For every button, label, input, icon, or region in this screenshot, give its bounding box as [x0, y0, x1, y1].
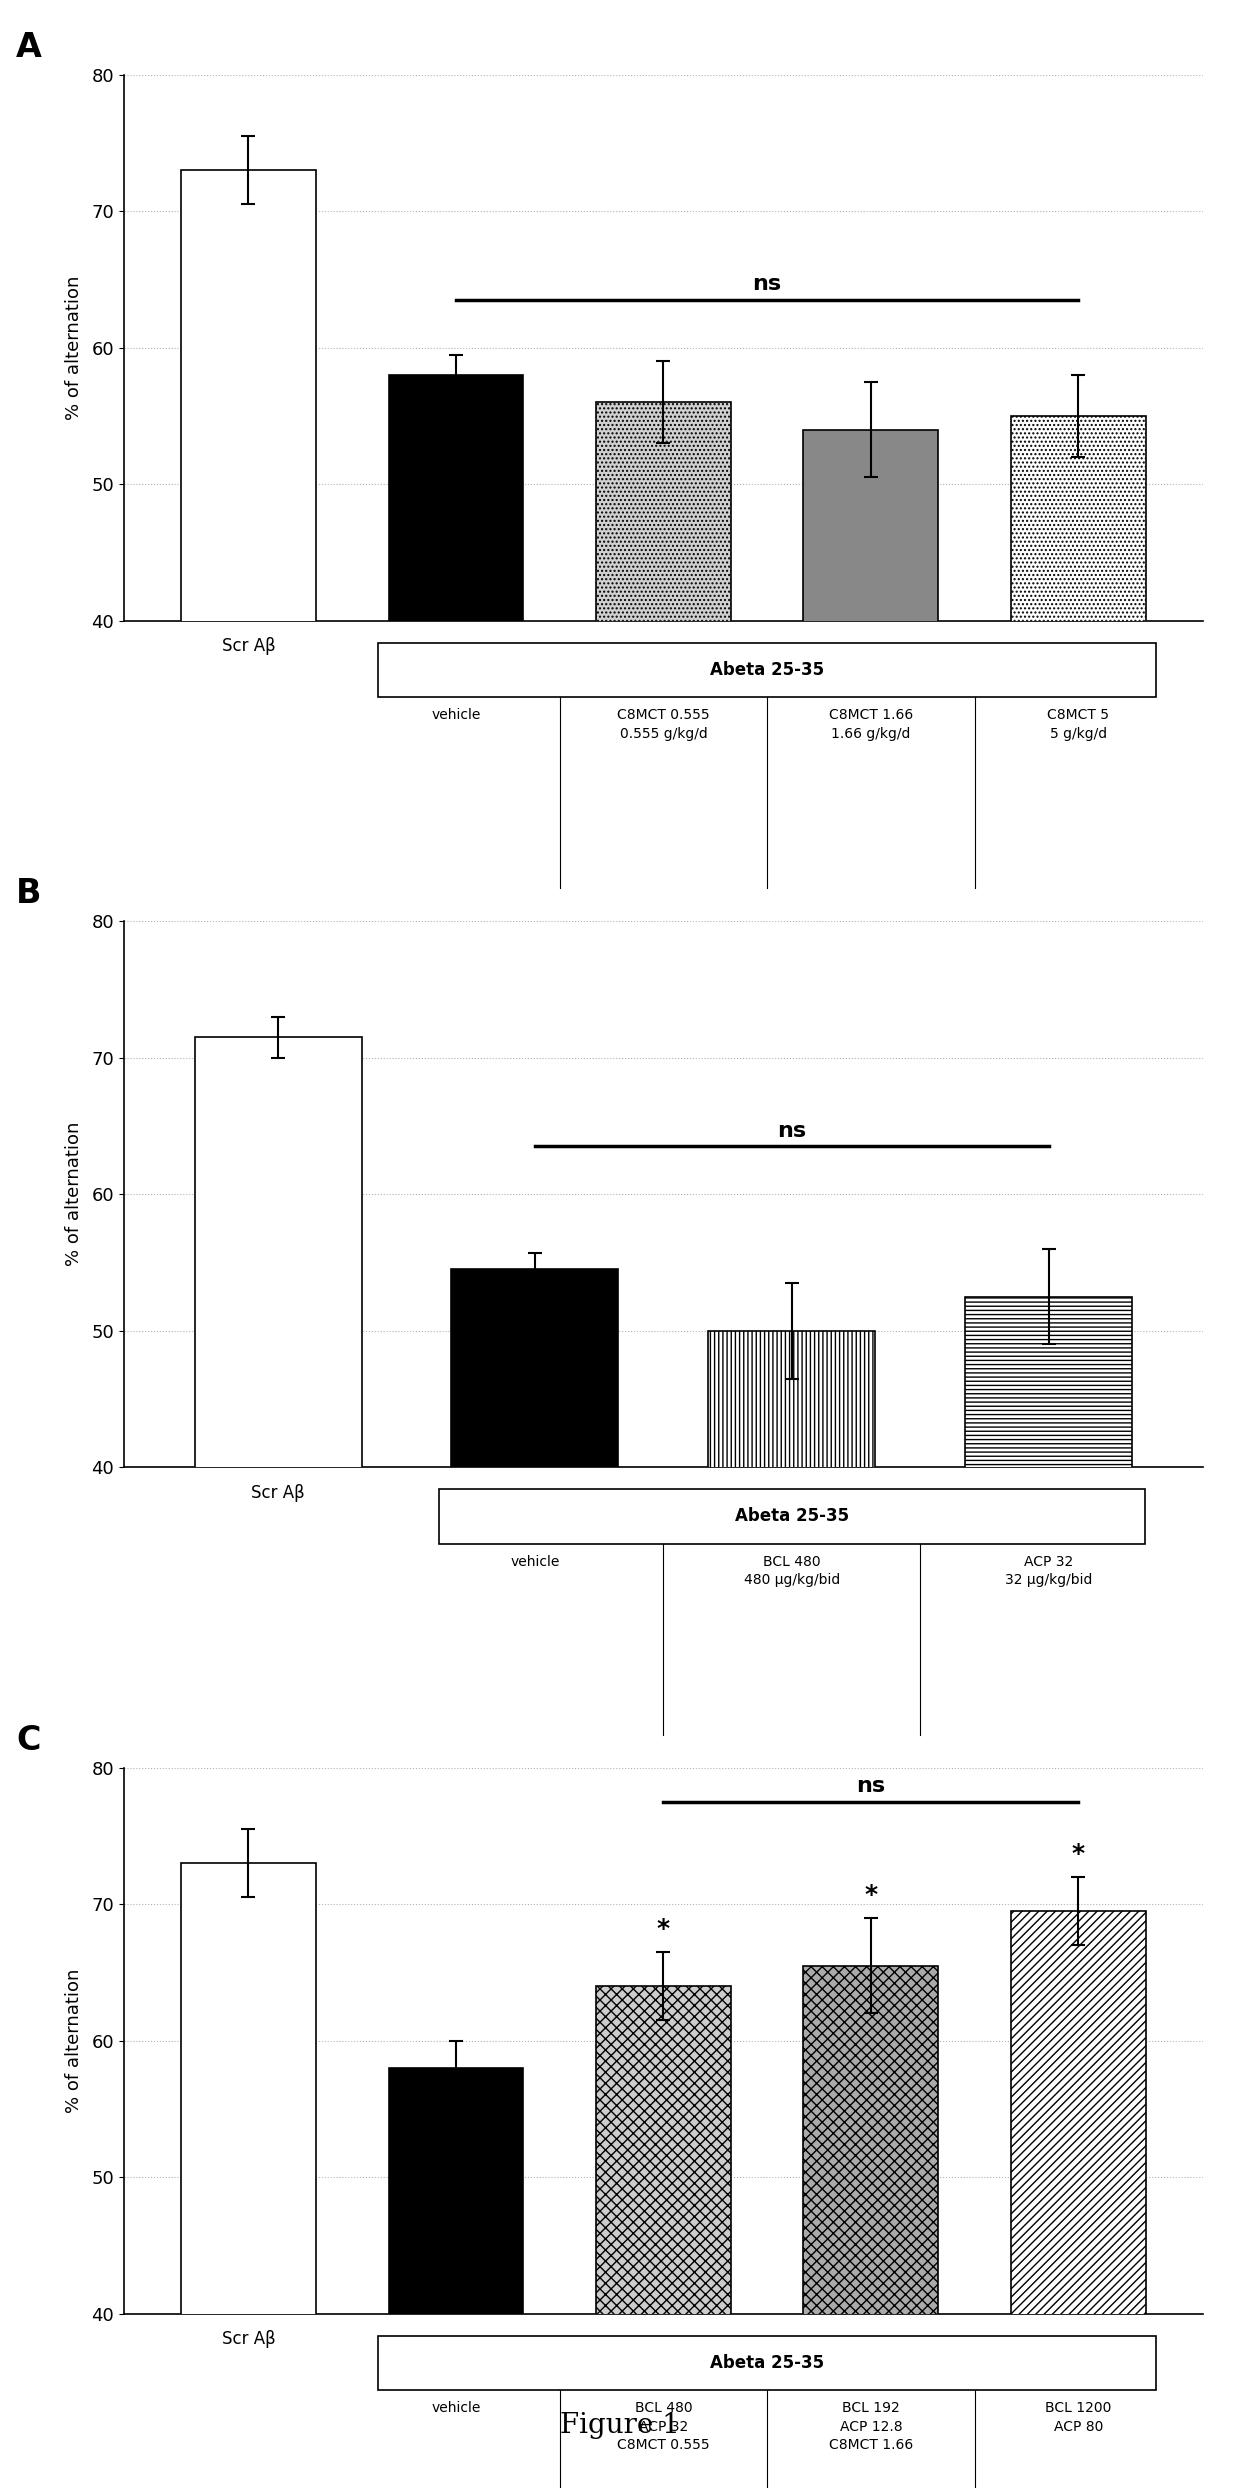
- Bar: [1011, 1911, 1146, 2488]
- Text: C8MCT 0.555
0.555 g/kg/d: C8MCT 0.555 0.555 g/kg/d: [618, 709, 709, 741]
- Bar: [596, 403, 730, 1167]
- Text: C8MCT 5
5 g/kg/d: C8MCT 5 5 g/kg/d: [1048, 709, 1110, 741]
- Y-axis label: % of alternation: % of alternation: [66, 276, 83, 420]
- Text: BCL 480
ACP 32
C8MCT 0.555: BCL 480 ACP 32 C8MCT 0.555: [618, 2401, 709, 2453]
- Bar: [439, 1490, 1145, 1543]
- Bar: [451, 1269, 619, 2013]
- Bar: [388, 2068, 523, 2488]
- Text: C: C: [16, 1724, 41, 1757]
- Text: A: A: [16, 30, 42, 65]
- Text: Abeta 25-35: Abeta 25-35: [711, 662, 825, 679]
- Bar: [1011, 415, 1146, 1167]
- Bar: [378, 2336, 1156, 2391]
- Text: ACP 32
32 μg/kg/bid: ACP 32 32 μg/kg/bid: [1004, 1555, 1092, 1587]
- Text: *: *: [1071, 1841, 1085, 1866]
- Text: Abeta 25-35: Abeta 25-35: [711, 2354, 825, 2371]
- Bar: [181, 169, 316, 1167]
- Text: BCL 192
ACP 12.8
C8MCT 1.66: BCL 192 ACP 12.8 C8MCT 1.66: [828, 2401, 913, 2453]
- Text: *: *: [657, 1918, 670, 1941]
- Y-axis label: % of alternation: % of alternation: [66, 1968, 83, 2112]
- Bar: [195, 1037, 362, 2013]
- Bar: [378, 642, 1156, 697]
- Text: BCL 1200
ACP 80: BCL 1200 ACP 80: [1045, 2401, 1111, 2433]
- Bar: [596, 1985, 730, 2488]
- Bar: [804, 430, 939, 1167]
- Text: Figure 1: Figure 1: [560, 2413, 680, 2438]
- Text: vehicle: vehicle: [432, 709, 481, 722]
- Text: BCL 480
480 μg/kg/bid: BCL 480 480 μg/kg/bid: [744, 1555, 839, 1587]
- Text: C8MCT 1.66
1.66 g/kg/d: C8MCT 1.66 1.66 g/kg/d: [828, 709, 913, 741]
- Bar: [181, 1864, 316, 2488]
- Bar: [388, 376, 523, 1167]
- Text: *: *: [864, 1883, 878, 1906]
- Text: vehicle: vehicle: [432, 2401, 481, 2416]
- Y-axis label: % of alternation: % of alternation: [66, 1122, 83, 1266]
- Text: Scr Aβ: Scr Aβ: [252, 1483, 305, 1503]
- Text: B: B: [16, 878, 42, 911]
- Text: Scr Aβ: Scr Aβ: [222, 2331, 275, 2349]
- Text: ns: ns: [753, 274, 781, 294]
- Text: vehicle: vehicle: [511, 1555, 559, 1570]
- Bar: [965, 1296, 1132, 2013]
- Text: Scr Aβ: Scr Aβ: [222, 637, 275, 654]
- Text: ns: ns: [777, 1122, 806, 1142]
- Text: Abeta 25-35: Abeta 25-35: [735, 1508, 849, 1525]
- Bar: [804, 1966, 939, 2488]
- Text: ns: ns: [857, 1776, 885, 1796]
- Bar: [708, 1331, 875, 2013]
